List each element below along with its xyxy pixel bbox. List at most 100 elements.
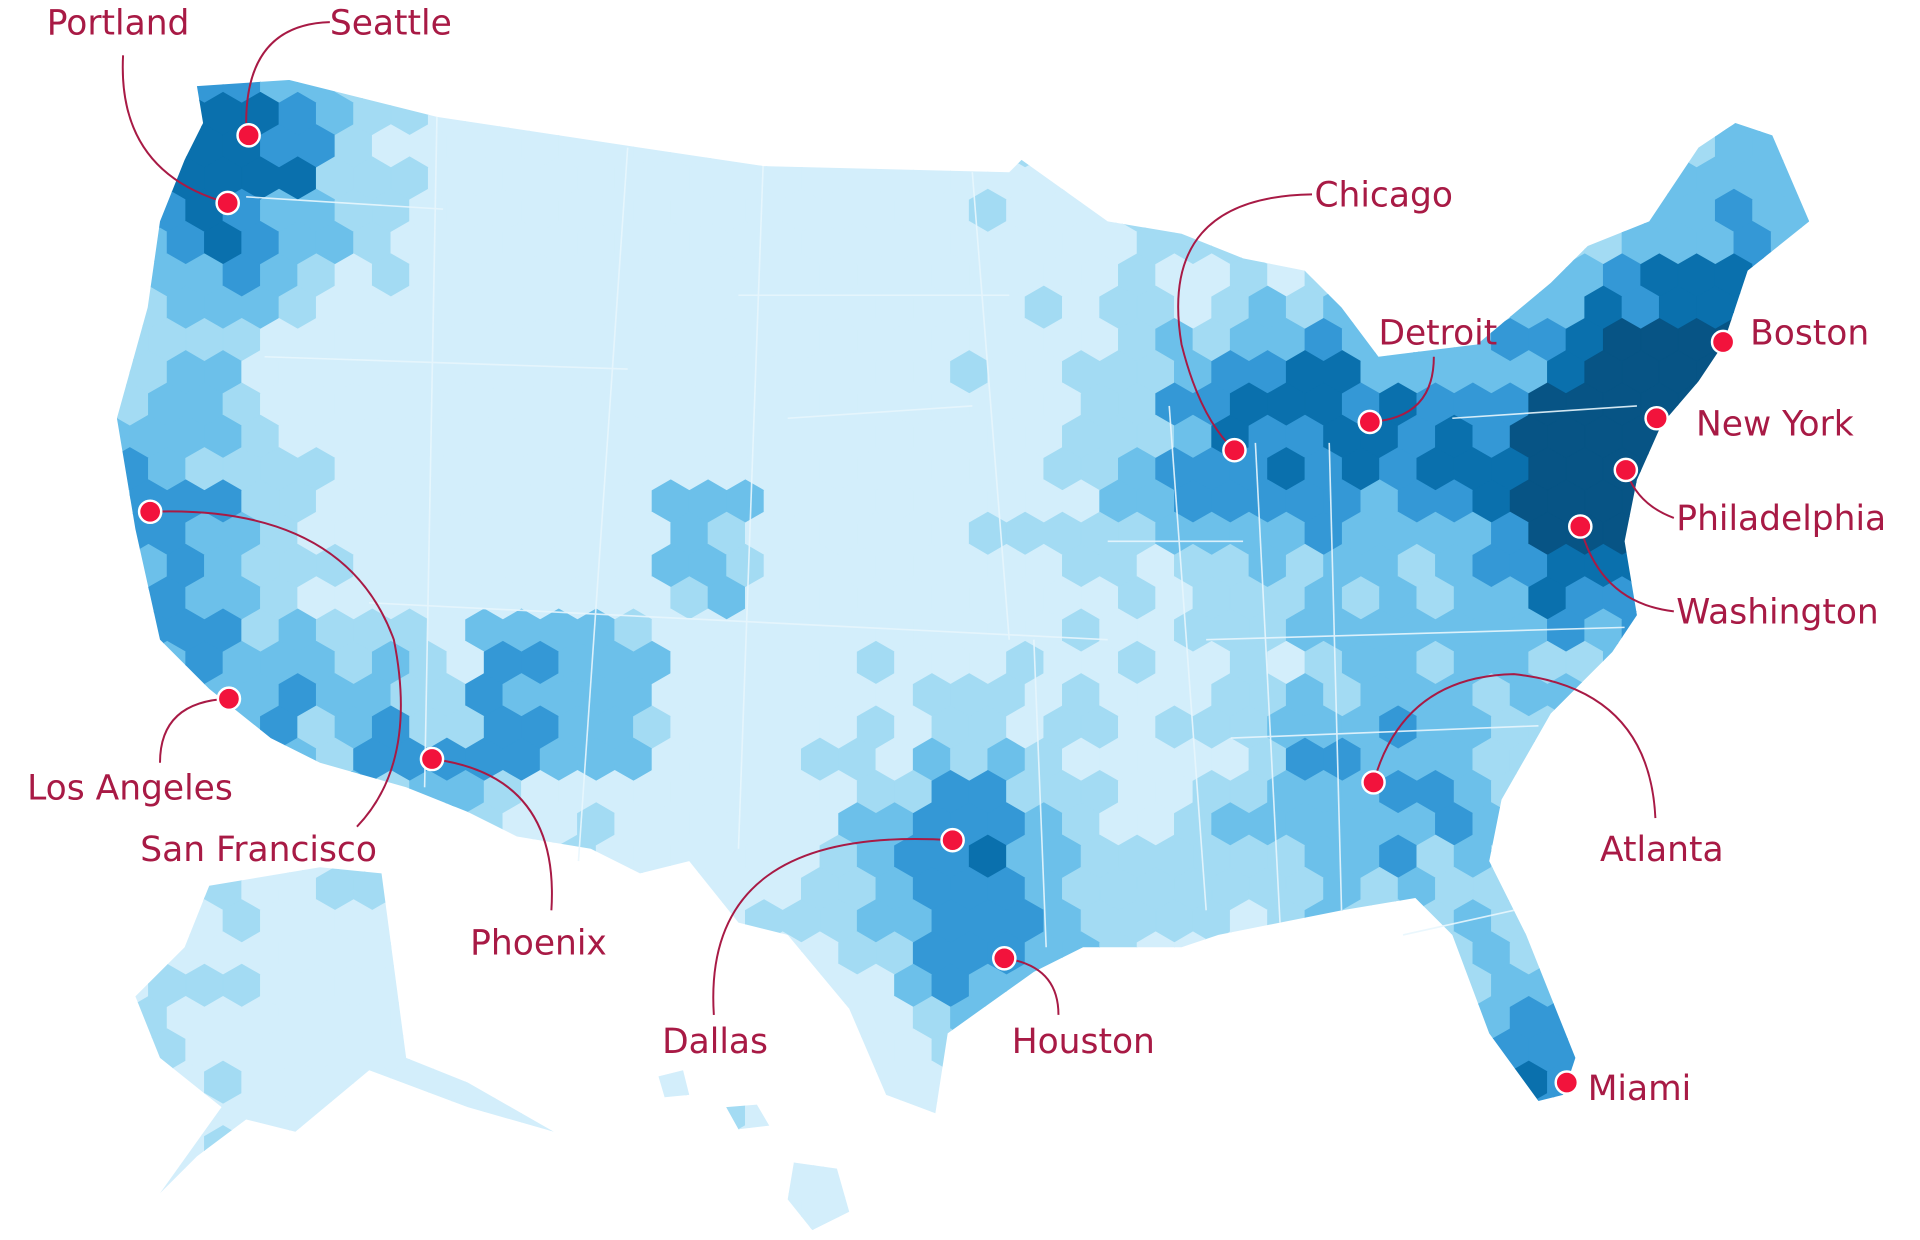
hex-cell <box>1528 834 1567 879</box>
hex-cell <box>74 835 111 878</box>
hex-cell <box>1658 931 1697 976</box>
hex-cell <box>502 1189 541 1231</box>
city-markers: Portland Seattle Chicago Detroit Boston New Y… <box>27 3 1886 1108</box>
hex-cell <box>1472 1125 1511 1170</box>
hex-cell <box>819 1222 858 1231</box>
hex-cell <box>1397 1060 1436 1105</box>
hex-cell <box>1024 1125 1063 1170</box>
hex-cell <box>1565 124 1604 169</box>
hex-cell <box>1808 673 1810 717</box>
hex-cell <box>1267 963 1306 1008</box>
hex-cell <box>1770 1189 1809 1231</box>
hex-cell <box>577 91 616 136</box>
hex-cell <box>1752 1028 1791 1073</box>
hex-cell <box>558 1222 597 1231</box>
hex-cell <box>744 124 784 169</box>
leader-line <box>712 838 953 1015</box>
hex-cell <box>1565 1222 1604 1231</box>
hex-cell <box>1621 737 1660 782</box>
hex-cell <box>465 996 504 1040</box>
hex-cell <box>1733 1125 1772 1170</box>
hex-cell <box>633 1157 672 1202</box>
hex-cell <box>558 1092 597 1137</box>
hex-cell <box>74 125 111 168</box>
hex-cell <box>1248 1060 1287 1105</box>
hex-cell <box>726 91 765 136</box>
hex-cell <box>1621 1125 1660 1170</box>
hex-cell <box>1770 931 1809 976</box>
hex-cell <box>539 91 578 136</box>
hex-cell <box>800 1060 840 1105</box>
hex-cell <box>116 996 131 1040</box>
hex-cell <box>987 91 1026 136</box>
hex-cell <box>1640 963 1679 1008</box>
hex-cell <box>1509 866 1548 911</box>
hex-cell <box>1808 996 1810 1040</box>
city-label: Phoenix <box>470 924 607 964</box>
hex-cell <box>1360 1060 1399 1105</box>
hex-cell <box>1584 866 1623 911</box>
hex-cell <box>1099 1125 1138 1170</box>
hex-cell <box>1416 1222 1455 1231</box>
city-dot <box>215 190 240 216</box>
hex-cell <box>1341 79 1380 104</box>
hex-cell <box>595 1222 634 1231</box>
hex-cell <box>446 1222 485 1231</box>
hex-cell <box>1584 673 1623 717</box>
hex-cell <box>539 1125 578 1170</box>
hex-cell <box>875 91 914 136</box>
hex-cell <box>74 383 111 426</box>
hex-cell <box>1435 221 1474 265</box>
state-border <box>369 601 1108 641</box>
hex-cell <box>1510 28 1547 71</box>
hex-cell <box>819 124 858 169</box>
hex-cell <box>1341 1222 1380 1231</box>
hex-cell <box>1062 28 1099 71</box>
hex-cell <box>1416 253 1455 298</box>
hex-cell <box>558 1157 597 1202</box>
hex-cell <box>74 641 111 684</box>
hex-cell <box>1229 1222 1268 1231</box>
hex-cell <box>1602 899 1642 944</box>
state-border <box>1254 442 1281 923</box>
hex-cell <box>838 1125 877 1170</box>
hex-cell <box>1435 1060 1474 1105</box>
hex-cell <box>483 834 522 879</box>
hex-cell <box>334 1222 373 1231</box>
hex-cell <box>1267 124 1306 169</box>
hex-cell <box>950 91 989 136</box>
hex-cell <box>1621 673 1660 717</box>
hex-cell <box>129 931 168 976</box>
hex-cell <box>1789 640 1810 685</box>
hex-cell <box>116 866 131 911</box>
hex-cell <box>1379 1092 1418 1137</box>
hex-cell <box>1509 221 1548 265</box>
hex-cell <box>614 996 653 1040</box>
hex-cell <box>55 286 92 329</box>
hex-cell <box>116 1028 149 1073</box>
hex-cell <box>1174 156 1213 201</box>
hex-cell <box>633 79 672 104</box>
hex-cell <box>987 1060 1026 1105</box>
hex-cell <box>1547 91 1586 136</box>
hex-cell <box>1211 1189 1250 1231</box>
hex-cell <box>912 1125 951 1170</box>
hex-cell <box>1323 996 1362 1040</box>
hex-cell <box>1714 1028 1753 1073</box>
hex-cell <box>1211 1125 1250 1170</box>
hex-cell <box>1602 963 1642 1008</box>
city-phoenix: Phoenix <box>419 746 607 964</box>
hex-cell <box>1808 866 1810 911</box>
hex-cell <box>950 1060 989 1105</box>
hex-cell <box>558 963 597 1008</box>
state-border <box>1230 724 1539 739</box>
hex-cell <box>260 770 299 814</box>
hex-cell <box>446 1157 485 1202</box>
hex-cell <box>838 1060 877 1105</box>
hex-cell <box>1528 770 1567 814</box>
hex-cell <box>1565 963 1604 1008</box>
hex-cell <box>670 1222 709 1231</box>
hex-cell <box>1789 1157 1810 1202</box>
hex-cell <box>409 79 448 104</box>
hex-cell <box>1733 543 1772 588</box>
